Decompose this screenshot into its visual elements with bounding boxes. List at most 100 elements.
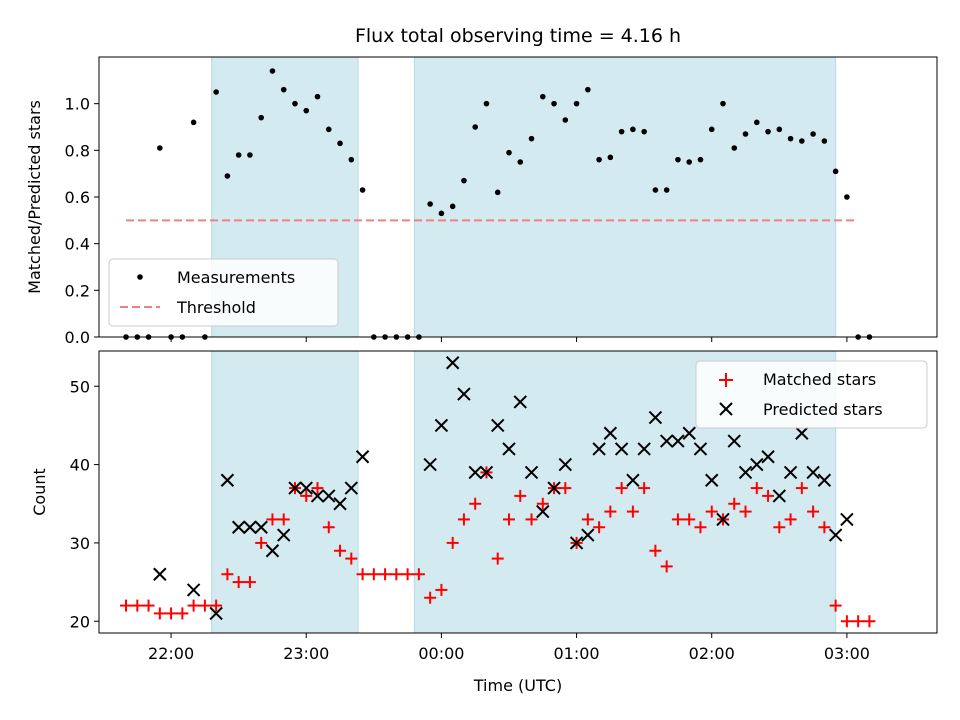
measurement-point xyxy=(607,154,614,161)
matched-star-point xyxy=(232,576,245,589)
measurement-point xyxy=(697,156,704,163)
predicted-star-point xyxy=(592,442,606,456)
measurement-point xyxy=(213,89,219,95)
matched-star-point xyxy=(221,568,234,581)
predicted-star-point xyxy=(299,481,313,495)
x-tick-label: 22:00 xyxy=(148,644,194,663)
measurement-point xyxy=(269,68,276,74)
measurement-point xyxy=(799,138,805,144)
x-tick-label: 02:00 xyxy=(689,644,735,663)
y-tick-label: 30 xyxy=(70,534,90,553)
measurement-point xyxy=(585,86,591,93)
matched-star-point xyxy=(356,568,369,581)
matched-star-point xyxy=(660,560,673,573)
matched-star-point xyxy=(649,544,662,557)
y-tick-label: 1.0 xyxy=(65,95,90,114)
predicted-star-point xyxy=(333,497,347,511)
observing-window-1 xyxy=(211,350,359,634)
matched-star-point xyxy=(334,544,347,557)
predicted-star-point xyxy=(491,418,505,433)
measurement-point xyxy=(506,149,512,156)
measurement-point xyxy=(708,126,715,133)
matched-star-point xyxy=(683,513,696,526)
matched-star-point xyxy=(322,521,335,534)
measurement-point xyxy=(675,156,681,163)
y-axis-label-top: Matched/Predicted stars xyxy=(25,100,44,294)
matched-star-point xyxy=(705,505,718,518)
matched-star-point xyxy=(255,536,268,549)
matched-star-point xyxy=(762,489,775,502)
predicted-star-point xyxy=(727,434,741,448)
predicted-star-point xyxy=(355,450,370,464)
y-tick-label: 20 xyxy=(70,612,90,631)
predicted-star-point xyxy=(310,489,325,503)
predicted-star-point xyxy=(220,473,235,487)
predicted-star-point xyxy=(682,426,696,440)
legend-marker-measurements xyxy=(137,274,143,280)
x-tick-label: 00:00 xyxy=(418,644,464,663)
matched-star-point xyxy=(773,521,786,534)
predicted-star-point xyxy=(344,481,359,495)
measurement-point xyxy=(449,203,456,210)
matched-star-point xyxy=(266,513,279,526)
predicted-star-point xyxy=(603,426,618,440)
measurement-point xyxy=(641,128,647,135)
measurement-point xyxy=(325,126,332,133)
matched-star-point xyxy=(784,513,797,526)
measurement-point xyxy=(483,100,490,107)
predicted-star-point xyxy=(445,356,460,370)
matched-star-point xyxy=(120,599,133,612)
predicted-star-point xyxy=(243,520,257,534)
matched-star-point xyxy=(593,521,606,534)
measurement-point xyxy=(190,119,197,126)
x-axis-ticks-bottom: 22:00 23:00 00:00 01:00 02:00 03:00 xyxy=(148,633,870,663)
predicted-star-point xyxy=(231,520,246,534)
matched-star-point xyxy=(840,615,853,628)
y-axis-ticks-bottom: 20 30 40 50 xyxy=(70,377,99,631)
matched-star-point xyxy=(514,489,527,502)
matched-star-point xyxy=(694,521,707,534)
predicted-star-point xyxy=(705,473,719,487)
measurement-point xyxy=(359,187,366,193)
matched-star-point xyxy=(424,591,437,604)
predicted-star-point xyxy=(581,528,595,542)
matched-star-point xyxy=(300,489,313,502)
measurement-point xyxy=(337,140,343,147)
measurement-point xyxy=(731,145,738,151)
matched-star-point xyxy=(142,599,155,612)
matched-star-point xyxy=(176,607,189,620)
matched-star-point xyxy=(818,521,831,534)
matched-star-point xyxy=(671,513,684,526)
legend-label-predicted: Predicted stars xyxy=(763,400,883,419)
predicted-star-point xyxy=(209,606,223,621)
legend-marker-matched xyxy=(719,373,733,387)
y-tick-label: 50 xyxy=(70,377,90,396)
measurement-point xyxy=(663,187,670,193)
matched-star-point xyxy=(581,513,594,526)
predicted-star-point xyxy=(558,457,573,472)
measurement-point xyxy=(280,86,287,93)
measurement-point xyxy=(348,156,355,163)
predicted-star-point xyxy=(659,434,674,448)
predicted-star-point xyxy=(468,465,482,480)
predicted-star-point xyxy=(524,465,539,480)
measurement-point xyxy=(427,201,433,207)
matched-star-point xyxy=(638,482,651,495)
measurement-point xyxy=(314,93,321,100)
predicted-star-point xyxy=(186,583,201,597)
measurement-point xyxy=(258,114,264,121)
predicted-star-point xyxy=(795,426,809,440)
predicted-star-point xyxy=(547,481,561,495)
predicted-star-point xyxy=(457,387,471,401)
measurement-point xyxy=(652,187,659,193)
predicted-star-point xyxy=(817,473,832,487)
predicted-star-point xyxy=(693,442,708,456)
matched-star-point xyxy=(153,607,166,620)
measurement-point xyxy=(562,117,569,123)
matched-star-point xyxy=(852,615,865,628)
predicted-star-point xyxy=(828,528,843,542)
legend-label-threshold: Threshold xyxy=(176,298,256,317)
measurement-point xyxy=(528,135,535,142)
chart-title: Flux total observing time = 4.16 h xyxy=(355,25,681,47)
predicted-star-point xyxy=(626,473,640,487)
